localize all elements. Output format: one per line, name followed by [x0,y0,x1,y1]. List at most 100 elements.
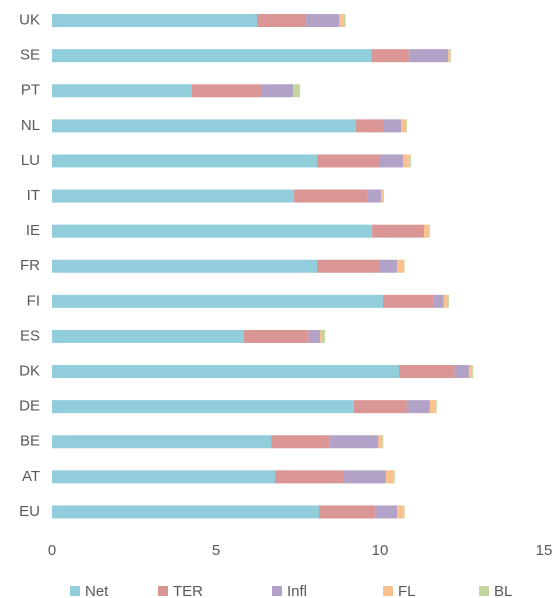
bar-segment [306,14,339,28]
legend-label: Net [85,583,109,598]
bar-segment [408,154,411,168]
bar-segment [435,400,437,414]
bar-segment [375,505,398,519]
bar-segment [356,119,384,133]
legend-label: TER [173,583,203,598]
y-tick-label: IE [26,222,40,239]
bar-segment [380,189,383,203]
bar-segment [448,49,450,63]
bar-segment [400,119,406,133]
bar-segment [449,49,451,63]
bar-segment [382,435,384,449]
bar-segment [343,14,346,28]
bar-segment [52,470,276,484]
bar-segment [308,329,320,343]
bar-segment [405,119,407,133]
bar-segment [378,435,383,449]
bar-segment [329,435,379,449]
bar-segment [293,84,295,98]
bar-segment [52,14,257,28]
bar-segment [446,294,449,308]
bar-segment [52,119,357,133]
bar-segment [382,294,434,308]
bar-segment [319,329,321,343]
bar-segment [408,49,449,63]
bar-segment [385,470,394,484]
bar-segment [393,470,395,484]
bar-segment [399,365,455,379]
bar-segment [397,505,404,519]
bar-segment [52,400,354,414]
bar-segment [433,294,444,308]
bar-segment [294,189,368,203]
y-tick-label: PT [21,82,40,99]
x-tick-label: 5 [212,542,220,559]
bar-segment [429,400,436,414]
y-tick-label: AT [22,468,40,485]
legend-label: Infl [287,583,307,598]
bar-segment [52,154,318,168]
bar-segment [382,189,384,203]
bar-segment [383,119,401,133]
bar-segment [52,435,272,449]
y-tick-label: ES [20,327,40,344]
bar-segment [472,365,474,379]
bar-segment [52,294,383,308]
bar-segment [406,400,430,414]
bar-segment [403,259,405,273]
bar-segment [372,224,424,238]
bar-segment [454,365,469,379]
bar-segment [468,365,473,379]
x-tick-label: 15 [536,542,553,559]
bar-segment [52,84,193,98]
bar-segment [443,294,447,308]
y-tick-label: DK [19,363,40,380]
bar-segment [423,224,429,238]
bar-segment [52,365,400,379]
y-tick-label: UK [19,12,40,29]
legend-swatch [383,586,393,596]
y-tick-label: LU [21,152,40,169]
bar-segment [371,49,409,63]
bar-segment [52,329,244,343]
bar-segment [261,84,294,98]
bar-segment [320,329,325,343]
bar-segment [257,14,307,28]
y-tick-label: FR [20,257,40,274]
legend-swatch [272,586,282,596]
bar-segment [367,189,381,203]
bar-segment [294,84,300,98]
bar-segment [275,470,344,484]
bar-segment [271,435,330,449]
bar-segment [52,224,373,238]
bar-segment [243,329,309,343]
bar-segment [397,259,404,273]
y-tick-label: BE [20,433,40,450]
bar-segment [52,49,372,63]
legend-label: BL [494,583,512,598]
y-tick-label: EU [19,503,40,520]
legend-swatch [479,586,489,596]
legend-swatch [70,586,80,596]
bar-segment [317,259,380,273]
y-tick-label: IT [27,187,40,204]
bar-segment [380,259,398,273]
x-tick-label: 10 [372,542,389,559]
legend-label: FL [398,583,416,598]
bar-segment [52,505,319,519]
bar-segment [52,259,318,273]
bar-segment [428,224,430,238]
legend-swatch [158,586,168,596]
y-tick-label: SE [20,47,40,64]
bar-segment [317,154,380,168]
bar-segment [403,505,405,519]
bar-segment [380,154,403,168]
bar-segment [339,14,344,28]
x-tick-label: 0 [48,542,56,559]
y-tick-label: FI [27,292,40,309]
bar-segment [353,400,407,414]
bar-segment [52,189,295,203]
y-tick-label: NL [21,117,40,134]
bar-segment [343,470,386,484]
